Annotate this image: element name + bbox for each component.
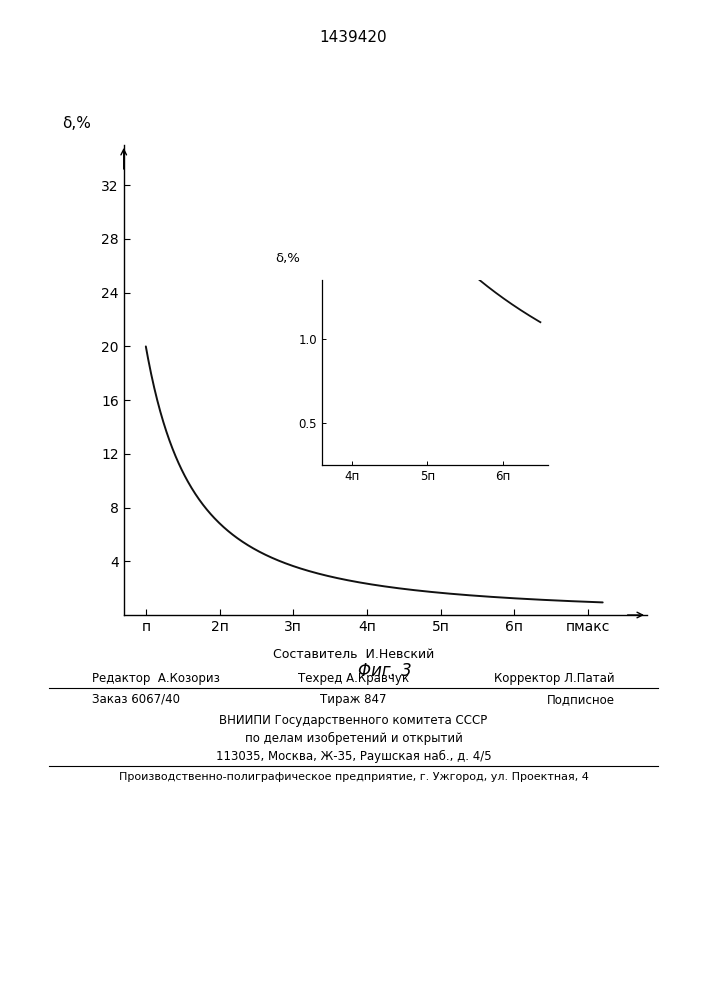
Text: Φиг. 3: Φиг. 3 <box>358 662 412 680</box>
Text: Корректор Л.Патай: Корректор Л.Патай <box>494 672 615 685</box>
Text: по делам изобретений и открытий: по делам изобретений и открытий <box>245 732 462 745</box>
Text: Тираж 847: Тираж 847 <box>320 693 387 706</box>
Text: δ,%: δ,% <box>62 116 91 131</box>
Text: Редактор  А.Козориз: Редактор А.Козориз <box>92 672 220 685</box>
Text: Техред А.Кравчук: Техред А.Кравчук <box>298 672 409 685</box>
Text: 113035, Москва, Ж-35, Раушская наб., д. 4/5: 113035, Москва, Ж-35, Раушская наб., д. … <box>216 750 491 763</box>
Text: 1439420: 1439420 <box>320 30 387 45</box>
Text: ВНИИПИ Государственного комитета СССР: ВНИИПИ Государственного комитета СССР <box>219 714 488 727</box>
Text: δ,%: δ,% <box>275 252 300 265</box>
Text: Заказ 6067/40: Заказ 6067/40 <box>92 693 180 706</box>
Text: Составитель  И.Невский: Составитель И.Невский <box>273 648 434 661</box>
Text: Производственно-полиграфическое предприятие, г. Ужгород, ул. Проектная, 4: Производственно-полиграфическое предприя… <box>119 772 588 782</box>
Text: Подписное: Подписное <box>547 693 615 706</box>
